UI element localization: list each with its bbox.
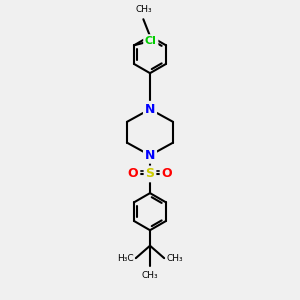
Text: O: O	[161, 167, 172, 181]
Text: S: S	[146, 167, 154, 181]
Text: CH₃: CH₃	[135, 5, 152, 14]
Text: CH₃: CH₃	[142, 272, 158, 280]
Text: N: N	[145, 149, 155, 162]
Text: CH₃: CH₃	[167, 254, 183, 263]
Text: Cl: Cl	[145, 36, 157, 46]
Text: H₃C: H₃C	[117, 254, 134, 263]
Text: O: O	[128, 167, 139, 181]
Text: N: N	[145, 103, 155, 116]
